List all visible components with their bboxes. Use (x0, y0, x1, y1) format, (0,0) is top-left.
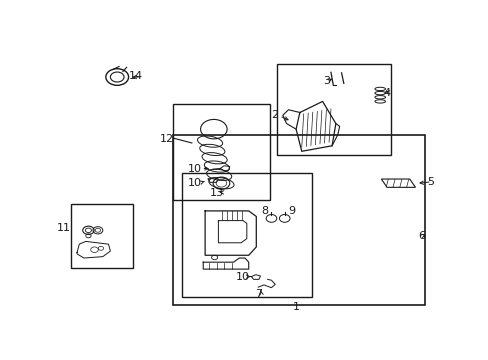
Text: 7: 7 (254, 289, 262, 299)
Bar (70, 204, 133, 268)
Bar (277, 64, 390, 156)
Text: 8: 8 (261, 206, 268, 216)
Text: 12: 12 (160, 134, 174, 144)
Text: 10: 10 (235, 273, 249, 283)
Text: 2: 2 (271, 110, 278, 120)
Text: 6: 6 (417, 231, 424, 241)
Text: 10: 10 (187, 178, 201, 188)
Text: 3: 3 (323, 76, 329, 86)
Bar (173, 135, 424, 305)
Text: 13: 13 (210, 188, 224, 198)
Text: 10: 10 (187, 164, 201, 174)
Text: 5: 5 (427, 177, 433, 187)
Text: 4: 4 (383, 88, 390, 98)
Text: 9: 9 (287, 206, 294, 216)
Text: 1: 1 (292, 302, 299, 312)
Text: 14: 14 (128, 72, 142, 81)
Bar (181, 174, 312, 297)
Bar (173, 104, 269, 200)
Text: 11: 11 (57, 222, 71, 233)
